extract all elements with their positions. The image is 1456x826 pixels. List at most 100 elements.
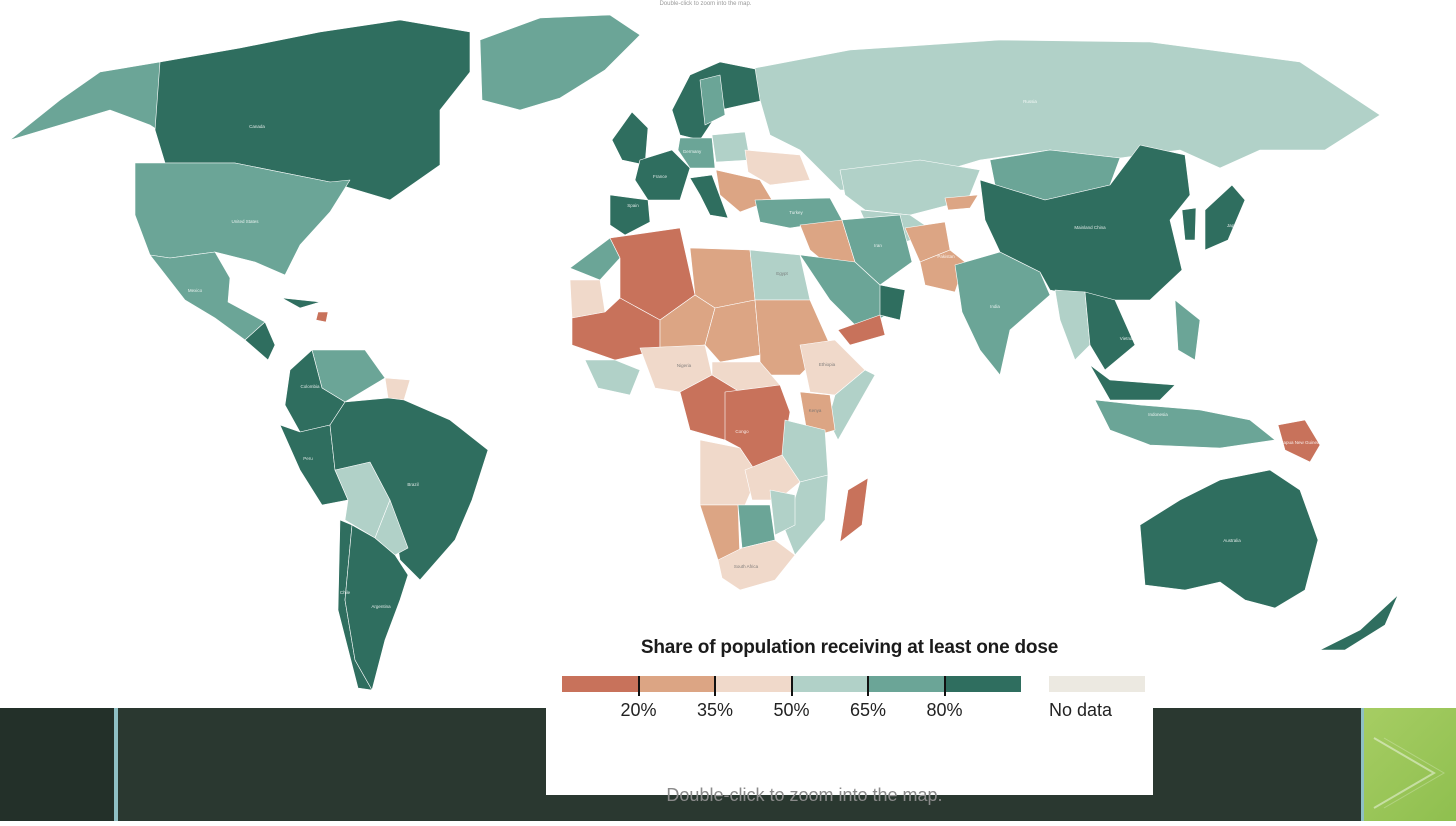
legend-tick-5	[943, 676, 946, 696]
map-label-iran: Iran	[874, 243, 882, 248]
legend-tick-2	[714, 676, 716, 696]
banner-dark-panel	[0, 708, 114, 821]
chevron-right-icon	[1373, 737, 1445, 809]
region-mexico[interactable]	[149, 251, 266, 341]
region-indonesia[interactable]	[1094, 399, 1276, 449]
region-south-africa[interactable]	[717, 539, 796, 591]
region-oman-uae[interactable]	[879, 284, 906, 321]
legend-tick-label-5: 80%	[926, 700, 963, 720]
map-label-chile: Chile	[340, 590, 351, 595]
region-zimbabwe[interactable]	[769, 489, 796, 536]
region-kyrgyzstan[interactable]	[944, 194, 979, 211]
zoom-hint: Double-click to zoom into the map.	[666, 785, 943, 805]
legend-tick-3	[790, 676, 793, 696]
region-kazakhstan[interactable]	[839, 159, 981, 216]
region-yemen[interactable]	[837, 314, 886, 346]
map-label-kenya: Kenya	[809, 408, 822, 413]
region-greenland[interactable]	[479, 14, 641, 111]
legend-tick-label-2: 35%	[696, 700, 734, 720]
map-label-ethiopia: Ethiopia	[819, 362, 836, 367]
legend-card: Share of population receiving at least o…	[546, 630, 1153, 805]
map-label-canada: Canada	[249, 124, 265, 129]
region-alaska[interactable]	[9, 61, 166, 141]
legend-tick-label-3: 50%	[773, 700, 810, 720]
map-label-colombia: Colombia	[300, 384, 320, 389]
top-zoom-hint: Double-click to zoom into the map.	[659, 1, 752, 7]
region-italy[interactable]	[689, 174, 729, 219]
map-label-egypt: Egypt	[776, 271, 788, 276]
legend-swatch-2	[638, 676, 715, 692]
map-label-mexico: Mexico	[188, 288, 203, 293]
map-label-indonesia: Indonesia	[1148, 412, 1168, 417]
region-new-zealand[interactable]	[1319, 594, 1399, 651]
map-label-spain: Spain	[627, 203, 639, 208]
region-sweden[interactable]	[699, 74, 726, 126]
map-label-congo: Congo	[735, 429, 749, 434]
map-label-turkey: Turkey	[789, 210, 803, 215]
map-label-nigeria: Nigeria	[677, 363, 692, 368]
banner-green-thumbnail[interactable]	[1364, 708, 1456, 821]
map-label-mainland-china: Mainland China	[1074, 225, 1106, 230]
region-zambia[interactable]	[744, 454, 801, 501]
region-germany[interactable]	[677, 137, 716, 169]
legend-swatch-1	[562, 676, 639, 692]
region-france[interactable]	[634, 149, 691, 201]
legend-swatch-4	[791, 676, 868, 692]
map-label-australia: Australia	[1223, 538, 1241, 543]
map-label-brazil: Brazil	[407, 482, 418, 487]
region-chad[interactable]	[704, 299, 761, 363]
region-japan[interactable]	[1204, 184, 1246, 251]
map-label-pakistan: Pakistan	[937, 254, 955, 259]
region-papua-new-guinea[interactable]	[1277, 419, 1321, 463]
legend-tick-1	[637, 676, 640, 696]
region-madagascar[interactable]	[839, 477, 869, 543]
map-label-papua-new-guinea: Papua New Guinea	[1280, 440, 1320, 445]
region-mainland-china[interactable]	[979, 144, 1191, 301]
map-label-france: France	[653, 174, 668, 179]
map-label-argentina: Argentina	[371, 604, 391, 609]
region-central-america[interactable]	[244, 321, 276, 361]
map-label-south-africa: South Africa	[734, 564, 759, 569]
region-malaysia[interactable]	[1089, 364, 1176, 401]
region-spain[interactable]	[609, 194, 651, 236]
world-vaccination-map[interactable]: Canada United States Mexico Colombia Per…	[0, 0, 1456, 708]
legend-tick-label-4: 65%	[849, 700, 887, 720]
map-label-india: India	[990, 304, 1000, 309]
region-morocco[interactable]	[569, 237, 621, 281]
region-australia[interactable]	[1139, 469, 1319, 609]
region-brazil[interactable]	[329, 397, 489, 581]
region-iran[interactable]	[841, 214, 913, 286]
legend-no-data-label: No data	[1049, 700, 1113, 720]
region-india[interactable]	[954, 251, 1051, 376]
region-haiti[interactable]	[315, 311, 329, 323]
bottom-banner	[0, 708, 1456, 821]
map-label-germany: Germany	[683, 149, 702, 154]
banner-accent-line-left	[114, 708, 118, 821]
region-myanmar-thailand[interactable]	[1054, 289, 1091, 361]
map-label-united-states: United States	[231, 219, 259, 224]
legend-tick-label-1: 20%	[620, 700, 657, 720]
legend-swatch-3	[715, 676, 792, 692]
region-west-africa[interactable]	[584, 359, 641, 396]
region-ukraine[interactable]	[744, 149, 811, 186]
region-western-sahara[interactable]	[569, 279, 606, 319]
legend-title: Share of population receiving at least o…	[640, 637, 1059, 658]
region-korea[interactable]	[1181, 207, 1197, 241]
legend-swatch-5	[868, 676, 945, 692]
region-guianas[interactable]	[384, 377, 411, 401]
legend-tick-4	[867, 676, 869, 696]
region-philippines[interactable]	[1174, 299, 1201, 361]
legend-no-data-swatch	[1049, 676, 1145, 692]
region-poland[interactable]	[711, 131, 751, 163]
region-argentina[interactable]	[344, 524, 409, 691]
region-vietnam-laos[interactable]	[1084, 291, 1136, 371]
map-label-japan: Japan	[1227, 223, 1240, 228]
region-cuba[interactable]	[281, 297, 321, 309]
legend-color-scale: No data Double-click to zoom into the ma…	[562, 676, 1145, 805]
banner-accent-line-right	[1361, 708, 1364, 821]
region-uk-ireland[interactable]	[611, 111, 649, 166]
map-label-vietnam: Vietnam	[1120, 336, 1137, 341]
legend-swatch-6	[944, 676, 1021, 692]
map-label-peru: Peru	[303, 456, 313, 461]
map-label-russia: Russia	[1023, 99, 1037, 104]
